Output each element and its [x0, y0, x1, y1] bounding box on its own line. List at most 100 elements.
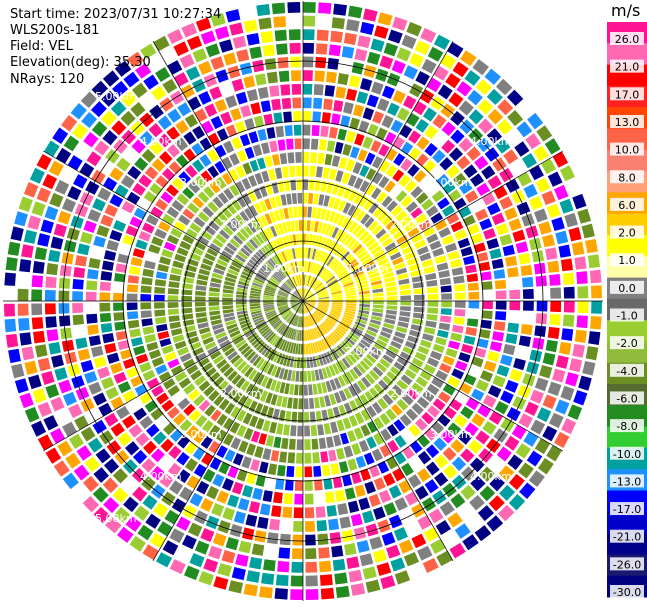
range-gate	[162, 540, 179, 556]
range-gate	[451, 267, 464, 276]
range-gate	[479, 466, 495, 482]
range-gate	[169, 274, 181, 282]
range-gate	[253, 339, 264, 349]
range-gate	[290, 262, 296, 274]
range-gate	[293, 276, 299, 287]
range-gate	[249, 295, 261, 299]
range-gate	[213, 327, 225, 335]
range-gate	[21, 244, 34, 259]
range-gate	[104, 204, 119, 217]
range-gate	[295, 302, 302, 312]
range-gate	[273, 491, 283, 504]
range-gate	[226, 272, 238, 280]
range-gate	[338, 359, 348, 371]
range-gate	[315, 410, 323, 422]
range-gate	[411, 533, 427, 549]
range-gate	[305, 575, 318, 587]
range-gate	[311, 234, 317, 246]
range-gate	[140, 294, 152, 301]
range-gate	[391, 403, 403, 416]
range-gate	[241, 271, 253, 279]
range-gate	[304, 302, 312, 311]
range-gate	[213, 576, 229, 590]
range-gate	[396, 107, 410, 122]
range-gate	[295, 290, 302, 300]
range-gate	[277, 294, 288, 298]
range-gate	[293, 356, 298, 368]
range-gate	[281, 266, 289, 277]
range-gate	[183, 383, 196, 395]
range-gate	[397, 321, 409, 328]
range-gate	[252, 371, 262, 383]
range-gate	[460, 246, 473, 257]
range-gate	[254, 318, 265, 326]
range-gate	[262, 44, 275, 57]
range-gate	[419, 252, 432, 262]
range-gate	[86, 313, 98, 324]
range-gate	[110, 422, 125, 437]
range-gate	[8, 348, 21, 364]
range-gate	[436, 329, 449, 339]
range-gate	[371, 284, 383, 290]
range-gate	[85, 291, 97, 301]
range-gate	[323, 272, 333, 282]
range-gate	[281, 309, 291, 317]
range-gate	[141, 277, 153, 286]
range-gate	[126, 302, 138, 311]
range-gate	[316, 250, 322, 261]
range-gate	[45, 276, 57, 289]
range-gate	[413, 306, 425, 313]
range-gate	[392, 384, 404, 396]
range-gate	[245, 329, 256, 338]
range-gate	[381, 532, 396, 546]
range-gate	[303, 124, 311, 136]
range-gate	[54, 179, 70, 195]
range-gate	[470, 199, 484, 212]
range-gate	[254, 172, 264, 185]
range-gate	[275, 574, 289, 586]
range-gate	[263, 299, 274, 301]
range-gate	[341, 357, 351, 369]
range-gate	[470, 475, 486, 492]
range-gate	[442, 383, 456, 396]
range-gate	[256, 373, 265, 386]
range-gate	[344, 543, 357, 556]
range-gate	[303, 247, 306, 259]
range-gate	[296, 275, 300, 286]
range-gate	[192, 48, 208, 63]
range-gate	[269, 350, 278, 361]
range-gate	[350, 513, 363, 527]
range-gate	[445, 347, 458, 358]
range-gate	[185, 66, 201, 81]
range-gate	[278, 305, 289, 311]
colorbar-tick-label: 21.0	[615, 61, 640, 74]
range-gate	[292, 398, 298, 409]
range-gate	[330, 259, 339, 269]
range-gate	[212, 532, 227, 547]
range-gate	[357, 312, 369, 318]
range-gate	[258, 249, 268, 259]
range-gate	[167, 60, 183, 75]
range-gate	[186, 425, 199, 438]
range-gate	[332, 558, 346, 571]
range-gate	[475, 379, 489, 392]
range-gate	[268, 315, 279, 323]
range-gate	[392, 257, 404, 266]
range-gate	[439, 501, 455, 517]
range-gate	[441, 234, 455, 246]
range-gate	[563, 301, 575, 313]
range-gate	[499, 484, 516, 501]
azimuth-spoke	[152, 41, 304, 302]
range-gate	[328, 365, 336, 377]
range-gate	[408, 363, 421, 374]
range-gate	[394, 497, 408, 511]
range-gate	[353, 270, 365, 278]
range-gate	[183, 565, 200, 581]
range-gate	[358, 309, 370, 315]
range-gate	[401, 429, 414, 443]
range-gate	[371, 448, 384, 462]
range-gate	[166, 206, 180, 219]
range-gate	[304, 466, 313, 478]
range-gate	[202, 206, 214, 218]
range-gate	[294, 302, 302, 311]
